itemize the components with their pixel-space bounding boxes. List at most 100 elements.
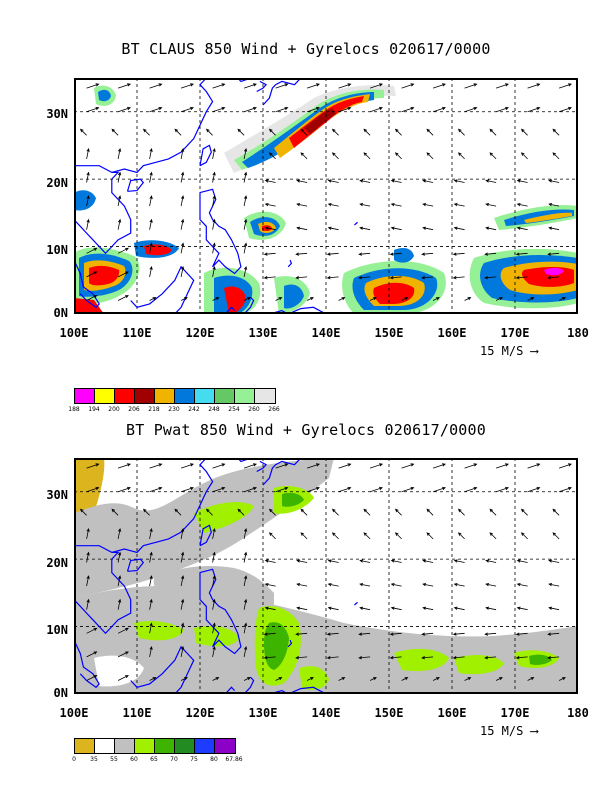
wind-arrow bbox=[212, 83, 226, 89]
lat-label: 0N bbox=[53, 306, 68, 320]
wind-arrow bbox=[558, 106, 572, 113]
wind-arrow bbox=[552, 152, 560, 160]
wind-arrow bbox=[452, 656, 465, 660]
legend-label: 266 bbox=[268, 406, 280, 413]
coastline-segment bbox=[126, 558, 145, 572]
wind-arrow bbox=[432, 297, 440, 301]
wind-arrow bbox=[212, 147, 216, 159]
wind-arrow bbox=[548, 203, 560, 207]
wind-arrow bbox=[558, 297, 566, 301]
wind-arrow bbox=[180, 195, 185, 207]
wind-arrow bbox=[457, 128, 465, 136]
legend-swatch bbox=[195, 389, 215, 403]
wind-arrow bbox=[86, 218, 90, 230]
wind-arrow bbox=[495, 486, 509, 493]
wind-arrow bbox=[527, 297, 535, 301]
wind-arrow bbox=[86, 271, 98, 278]
wind-arrow bbox=[389, 252, 402, 256]
wind-arrow bbox=[243, 265, 248, 277]
wind-arrow bbox=[86, 527, 90, 539]
wind-arrow bbox=[422, 203, 434, 207]
wind-arrow bbox=[212, 195, 216, 207]
legend-label: 242 bbox=[188, 406, 200, 413]
wind-arrow bbox=[300, 152, 308, 160]
wind-arrow bbox=[268, 152, 276, 160]
wind-arrow bbox=[212, 527, 216, 539]
coastline-segment bbox=[224, 306, 236, 314]
legend-swatch bbox=[95, 389, 115, 403]
wind-arrow bbox=[548, 583, 560, 587]
legend-swatch bbox=[135, 389, 155, 403]
coastline-segment bbox=[269, 306, 327, 314]
lon-label: 110E bbox=[122, 706, 152, 720]
legend-label: 35 bbox=[90, 756, 98, 763]
lon-label: 180 bbox=[567, 706, 589, 720]
wind-arrow bbox=[117, 551, 122, 563]
wind-arrow bbox=[464, 297, 472, 301]
wind-arrow bbox=[149, 645, 153, 657]
wind-arrow bbox=[117, 486, 131, 493]
wind-arrow bbox=[489, 152, 497, 160]
wind-arrow bbox=[369, 106, 383, 113]
wind-arrow bbox=[326, 276, 339, 280]
wind-arrow bbox=[142, 128, 150, 136]
wind-arrow bbox=[515, 276, 528, 280]
lat-label: 20N bbox=[46, 176, 68, 190]
wind-arrow bbox=[464, 83, 478, 89]
wind-arrow bbox=[327, 583, 339, 587]
wind-arrow bbox=[142, 508, 150, 516]
legend-swatch bbox=[235, 389, 255, 403]
wind-arrow bbox=[401, 463, 415, 469]
scale-arrow-icon: ⟶ bbox=[530, 724, 538, 738]
graticule bbox=[74, 458, 578, 694]
wind-arrow bbox=[369, 83, 383, 89]
wind-arrow bbox=[452, 276, 465, 280]
legend-swatch bbox=[155, 389, 175, 403]
wind-arrow bbox=[338, 486, 352, 493]
wind-arrow bbox=[149, 171, 153, 183]
wind-arrow bbox=[401, 83, 415, 89]
wind-arrow bbox=[117, 295, 129, 301]
wind-arrow bbox=[306, 677, 314, 681]
wind-arrow bbox=[212, 265, 216, 277]
wind-arrow bbox=[394, 508, 402, 516]
wind-arrow bbox=[117, 627, 129, 634]
wind-arrow bbox=[485, 559, 497, 563]
wind-arrow bbox=[117, 218, 122, 230]
wind-arrow bbox=[180, 486, 194, 493]
wind-arrow bbox=[390, 559, 402, 563]
wind-arrow bbox=[331, 532, 339, 540]
wind-arrow bbox=[401, 486, 415, 493]
wind-arrow bbox=[263, 276, 276, 280]
legend-swatch bbox=[175, 739, 195, 753]
legend-swatch bbox=[155, 739, 175, 753]
lat-label: 30N bbox=[46, 488, 68, 502]
wind-arrow bbox=[275, 297, 283, 301]
wind-arrow bbox=[484, 276, 497, 280]
wind-arrow bbox=[306, 297, 314, 301]
coastline-segment bbox=[256, 80, 268, 93]
scale-arrow-icon: ⟶ bbox=[530, 344, 538, 358]
legend-swatch bbox=[115, 739, 135, 753]
wind-arrow bbox=[264, 179, 276, 183]
wind-arrow bbox=[485, 606, 497, 611]
wind-arrow bbox=[453, 583, 465, 587]
wind-arrow bbox=[516, 226, 528, 231]
wind-arrow bbox=[300, 508, 308, 516]
wind-arrow bbox=[489, 532, 497, 540]
wind-arrow bbox=[331, 152, 339, 160]
wind-arrow bbox=[295, 656, 308, 660]
wind-arrow bbox=[369, 486, 383, 493]
wind-arrow bbox=[552, 532, 560, 540]
wind-arrow bbox=[149, 218, 153, 230]
wind-arrow bbox=[327, 559, 339, 563]
wind-arrow bbox=[527, 106, 541, 113]
wind-arrow bbox=[453, 203, 465, 207]
panel2-map bbox=[74, 458, 578, 694]
wind-arrow bbox=[86, 627, 98, 634]
wind-arrow bbox=[495, 83, 509, 89]
wind-arrow bbox=[453, 606, 465, 611]
wind-arrow bbox=[338, 463, 352, 469]
wind-arrow bbox=[401, 677, 409, 681]
wind-arrow bbox=[180, 551, 185, 563]
